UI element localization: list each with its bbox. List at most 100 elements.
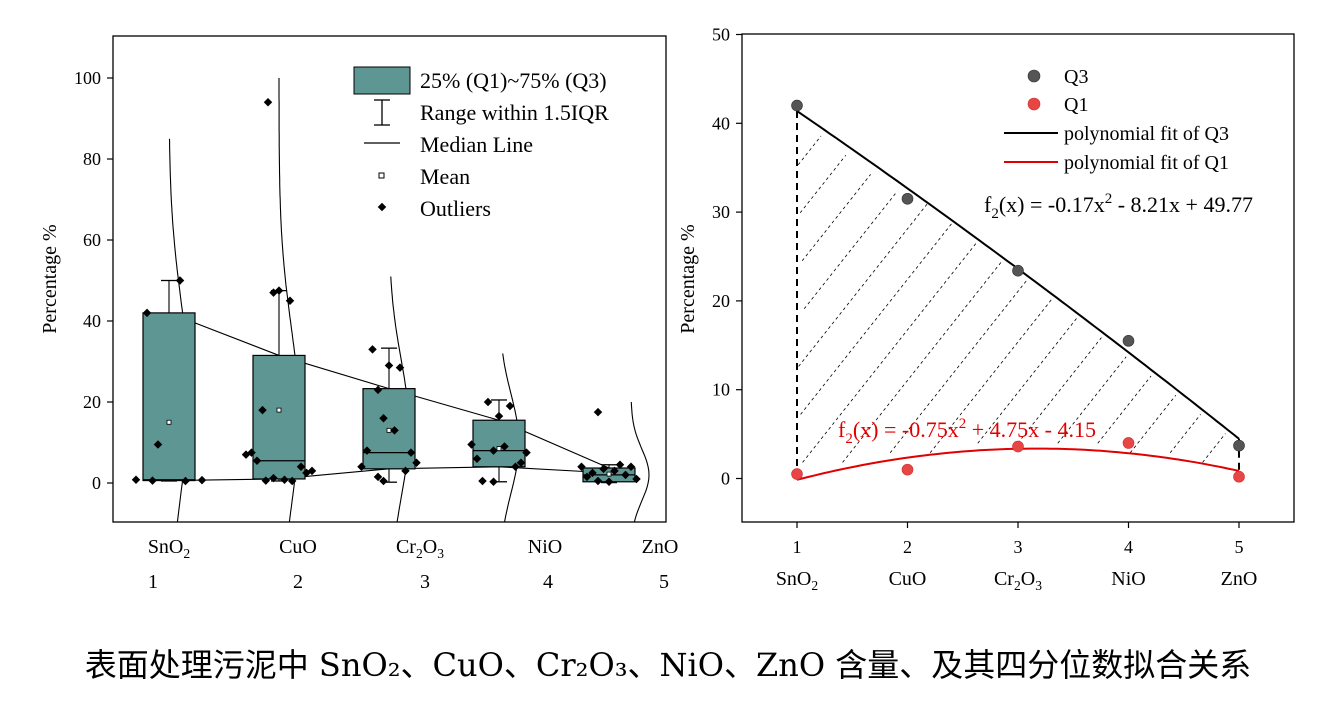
hatch-line [1057, 356, 1127, 444]
right-category-label-sub2: 3 [1035, 578, 1042, 593]
legend-whisker-symbol [374, 99, 390, 126]
data-point [197, 475, 207, 485]
hatch-line [797, 135, 822, 166]
right-y-tick-label: 50 [712, 25, 730, 45]
right-category-label: CuO [889, 568, 927, 590]
data-point [269, 288, 278, 297]
hatch-line [842, 260, 1003, 463]
right-category-label-base: NiO [1111, 568, 1145, 590]
data-point [478, 476, 487, 486]
left-legend: 25% (Q1)~75% (Q3) Range within 1.5IQR Me… [353, 66, 609, 221]
data-point [395, 363, 405, 372]
left-category-label-sub: 2 [416, 546, 423, 561]
q3-point [1012, 264, 1024, 277]
box-iqr [142, 312, 196, 482]
data-point [261, 476, 271, 485]
legend-mean-symbol [378, 172, 385, 179]
right-category-label: NiO [1111, 568, 1145, 590]
hatch-line [977, 318, 1077, 444]
hatch-line [798, 202, 929, 367]
data-points [131, 98, 641, 487]
right-category-label-base: ZnO [1221, 568, 1258, 590]
data-point [390, 426, 399, 435]
right-x-tick-label: 4 [1124, 537, 1133, 557]
data-point [252, 456, 262, 465]
data-point [582, 472, 592, 482]
hatch-line [801, 174, 871, 262]
legend-box-swatch [353, 66, 411, 95]
data-point [142, 308, 152, 318]
right-x-tick-label: 2 [903, 537, 912, 557]
left-category-label: Cr2O3 [396, 536, 444, 561]
legend-median-label: Median Line [420, 132, 533, 157]
left-category-label-sub2: 3 [437, 546, 444, 561]
box-mean [276, 407, 282, 413]
data-point [384, 361, 394, 370]
data-point [241, 450, 251, 459]
hatch-line [799, 154, 847, 214]
right-x-category-labels: SnO2 CuO Cr2O3 NiO ZnO [776, 568, 1258, 593]
right-category-label-base: SnO [776, 568, 812, 590]
data-point [368, 345, 377, 354]
legend-mean-label: Mean [420, 164, 470, 189]
left-category-label-base: ZnO [642, 536, 679, 558]
data-point [593, 476, 603, 486]
q3-point [1122, 335, 1135, 347]
data-point [489, 477, 498, 487]
left-category-label: NiO [528, 536, 562, 558]
right-category-label-base: CuO [889, 568, 927, 590]
data-point [285, 296, 295, 305]
right-y-tick-label: 0 [721, 469, 730, 489]
left-category-label-base: NiO [528, 536, 562, 558]
hatch-line [929, 298, 1053, 454]
data-point [296, 462, 306, 472]
data-point [505, 401, 515, 411]
q1-point [791, 468, 803, 480]
left-index-label: 4 [543, 571, 553, 593]
data-point [604, 477, 614, 487]
data-point [588, 468, 597, 478]
right-legend: Q3 Q1 polynomial fit of Q3 polynomial fi… [1004, 66, 1229, 174]
left-index-label: 3 [420, 571, 430, 593]
right-y-axis-label: Percentage % [677, 224, 699, 333]
right-category-label-post: O [1021, 568, 1035, 590]
left-y-tick-label: 60 [83, 230, 101, 250]
legend-fit-q3-label: polynomial fit of Q3 [1064, 123, 1229, 145]
data-point [362, 446, 372, 455]
right-y-tick-label: 30 [712, 202, 730, 222]
left-y-tick-label: 100 [74, 68, 101, 88]
data-point [357, 462, 366, 472]
box-iqr [472, 419, 526, 468]
box-mean [496, 446, 502, 451]
hatch-line [803, 193, 896, 310]
data-point [153, 440, 163, 449]
right-x-tick-label: 1 [793, 537, 802, 557]
data-point [577, 462, 586, 472]
data-point [483, 397, 493, 407]
left-y-tick-label: 0 [92, 473, 101, 493]
legend-whisker-label: Range within 1.5IQR [420, 100, 609, 125]
left-category-label-post: O [423, 536, 437, 558]
data-point [379, 476, 388, 486]
left-y-ticks: 0 20 40 60 80 100 [74, 68, 113, 493]
left-category-label-base: SnO [148, 536, 184, 558]
box-mean [606, 471, 612, 477]
right-category-label: ZnO [1221, 568, 1258, 590]
right-y-tick-label: 10 [712, 380, 730, 400]
data-point [489, 446, 498, 455]
left-index-label: 1 [148, 571, 158, 593]
data-point [373, 385, 383, 395]
left-category-label: ZnO [642, 536, 679, 558]
data-point [412, 458, 421, 467]
right-x-ticks: 1 2 3 4 5 [793, 522, 1244, 557]
data-point [148, 476, 157, 485]
left-plot-frame [112, 35, 667, 523]
data-point [280, 475, 289, 485]
data-point [472, 454, 482, 463]
data-point [379, 413, 388, 423]
q3-point [901, 192, 914, 205]
data-point [467, 440, 476, 449]
fit-q3-equation: f2(x) = -0.17x2 - 8.21x + 49.77 [984, 191, 1253, 222]
